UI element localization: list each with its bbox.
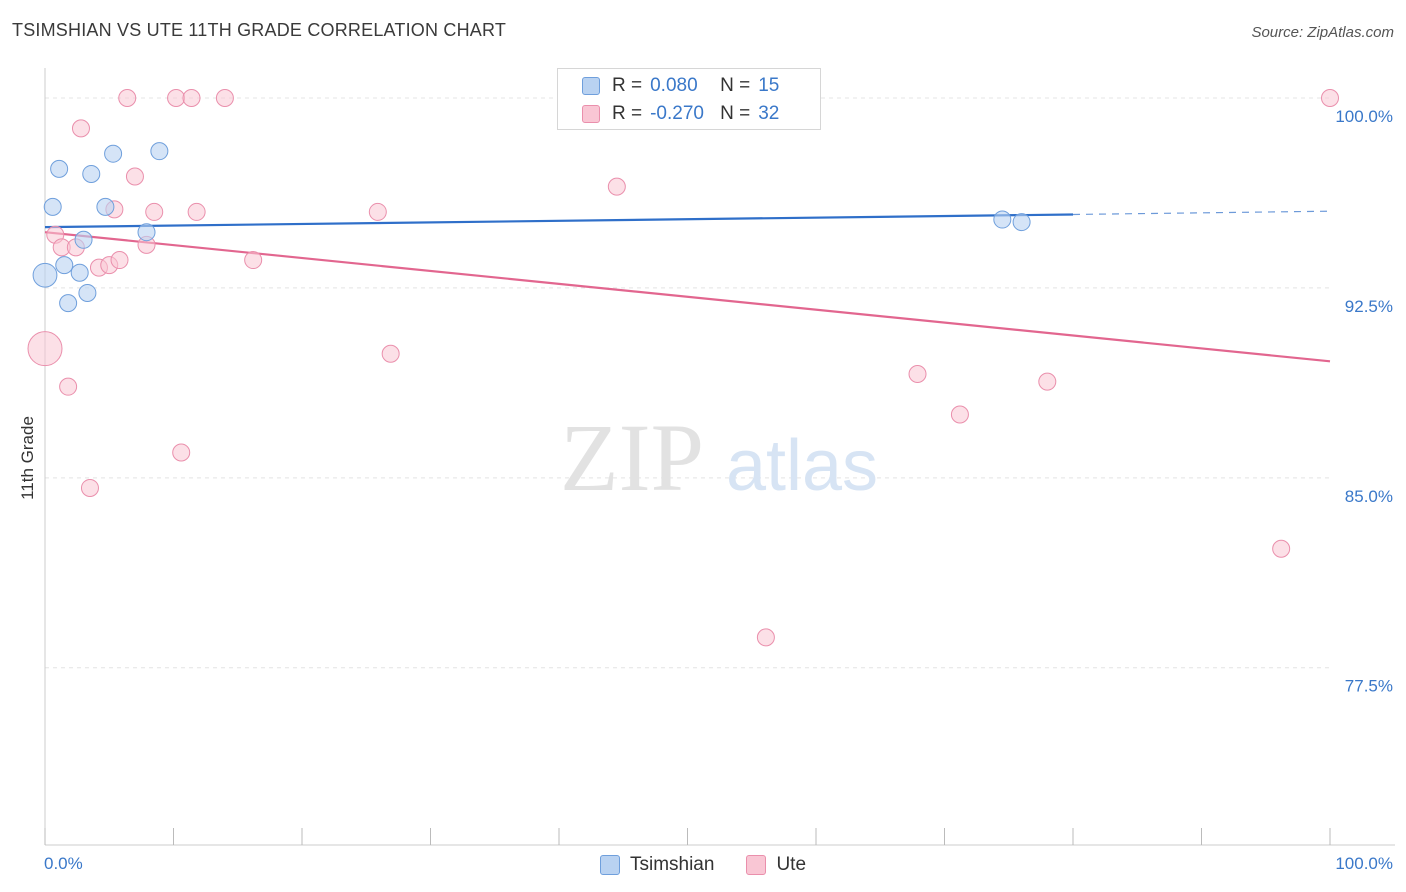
tsimshian-trend-line	[44, 213, 1074, 229]
legend-item-ute[interactable]: Ute	[746, 854, 806, 876]
ute-point	[381, 344, 400, 363]
source-label: Source: ZipAtlas.com	[1251, 24, 1394, 41]
ute-point	[125, 167, 144, 186]
ute-swatch	[582, 105, 600, 123]
tsimshian-point	[50, 159, 69, 178]
tsimshian-point	[78, 283, 97, 302]
tsimshian-point	[104, 144, 123, 163]
legend-item-tsimshian[interactable]: Tsimshian	[599, 854, 715, 876]
legend-item-label: Tsimshian	[629, 854, 715, 875]
ute-point	[172, 443, 191, 462]
x-tick-label-max: 100.0%	[1335, 854, 1393, 873]
chart-title: TSIMSHIAN VS UTE 11TH GRADE CORRELATION …	[12, 20, 507, 40]
tsimshian-point	[59, 294, 78, 313]
tsimshian-point	[43, 197, 62, 216]
ute-point	[187, 202, 206, 221]
legend-r-value: 0.080	[650, 75, 698, 96]
legend-item-label: Ute	[776, 854, 807, 875]
points	[27, 88, 1339, 647]
ute-point	[110, 251, 129, 270]
x-tick-label-min: 0.0%	[44, 854, 83, 873]
watermark-zip: ZIP	[560, 404, 704, 511]
tsimshian-point	[82, 164, 101, 183]
ute-trend-line	[44, 231, 1331, 363]
ute-point	[182, 88, 201, 107]
y-tick-label: 100.0%	[1335, 107, 1393, 126]
series-legend: Tsimshian Ute	[0, 852, 1406, 878]
tsimshian-point	[1012, 213, 1031, 232]
legend-n-label: N =	[720, 75, 751, 96]
trend-lines	[44, 210, 1331, 363]
gridlines	[45, 97, 1330, 669]
legend-r-value: -0.270	[650, 103, 704, 124]
ute-point	[756, 628, 775, 647]
ute-point	[368, 202, 387, 221]
ute-point	[1321, 88, 1339, 107]
stats-legend: R = 0.080 N = 15 R = -0.270 N = 32	[557, 68, 821, 130]
tsimshian-point	[32, 262, 58, 288]
ute-point	[59, 377, 78, 396]
legend-r-label: R =	[612, 103, 643, 124]
legend-n-label: N =	[720, 103, 751, 124]
ute-point	[950, 405, 969, 424]
ute-point	[71, 119, 90, 138]
tsimshian-trend-extension	[1072, 210, 1331, 216]
ute-point	[145, 202, 164, 221]
tsimshian-point	[74, 230, 93, 249]
tsimshian-point	[70, 263, 89, 282]
watermark: ZIP atlas	[560, 404, 878, 511]
y-tick-label: 77.5%	[1345, 677, 1393, 696]
ute-point	[167, 88, 186, 107]
ute-point	[607, 177, 626, 196]
y-tick-label: 92.5%	[1345, 297, 1393, 316]
ute-point	[215, 88, 234, 107]
ute-point	[118, 88, 137, 107]
legend-row-ute: R = -0.270 N = 32	[582, 101, 779, 127]
tsimshian-swatch	[582, 77, 600, 95]
ute-point	[1272, 539, 1291, 558]
ute-point	[908, 365, 927, 383]
legend-r-label: R =	[612, 75, 643, 96]
tsimshian-point	[993, 210, 1012, 229]
tsimshian-point	[96, 197, 115, 216]
legend-row-tsimshian: R = 0.080 N = 15	[582, 73, 779, 99]
watermark-atlas: atlas	[726, 426, 878, 506]
legend-n-value: 15	[758, 75, 780, 96]
y-axis-label: 11th Grade	[18, 416, 37, 500]
legend-n-value: 32	[758, 103, 780, 124]
tsimshian-point	[137, 223, 156, 242]
ute-swatch	[746, 855, 767, 875]
ute-point	[1038, 372, 1057, 391]
ute-point	[244, 251, 263, 270]
tsimshian-point	[55, 256, 74, 275]
tsimshian-point	[150, 142, 169, 161]
axes	[44, 68, 1395, 846]
tick-labels: 77.5% 85.0% 92.5% 100.0% 0.0% 100.0%	[44, 107, 1393, 873]
y-tick-label: 85.0%	[1345, 487, 1393, 506]
ute-point	[27, 331, 63, 367]
tsimshian-swatch	[599, 855, 620, 875]
ute-point	[80, 478, 99, 497]
